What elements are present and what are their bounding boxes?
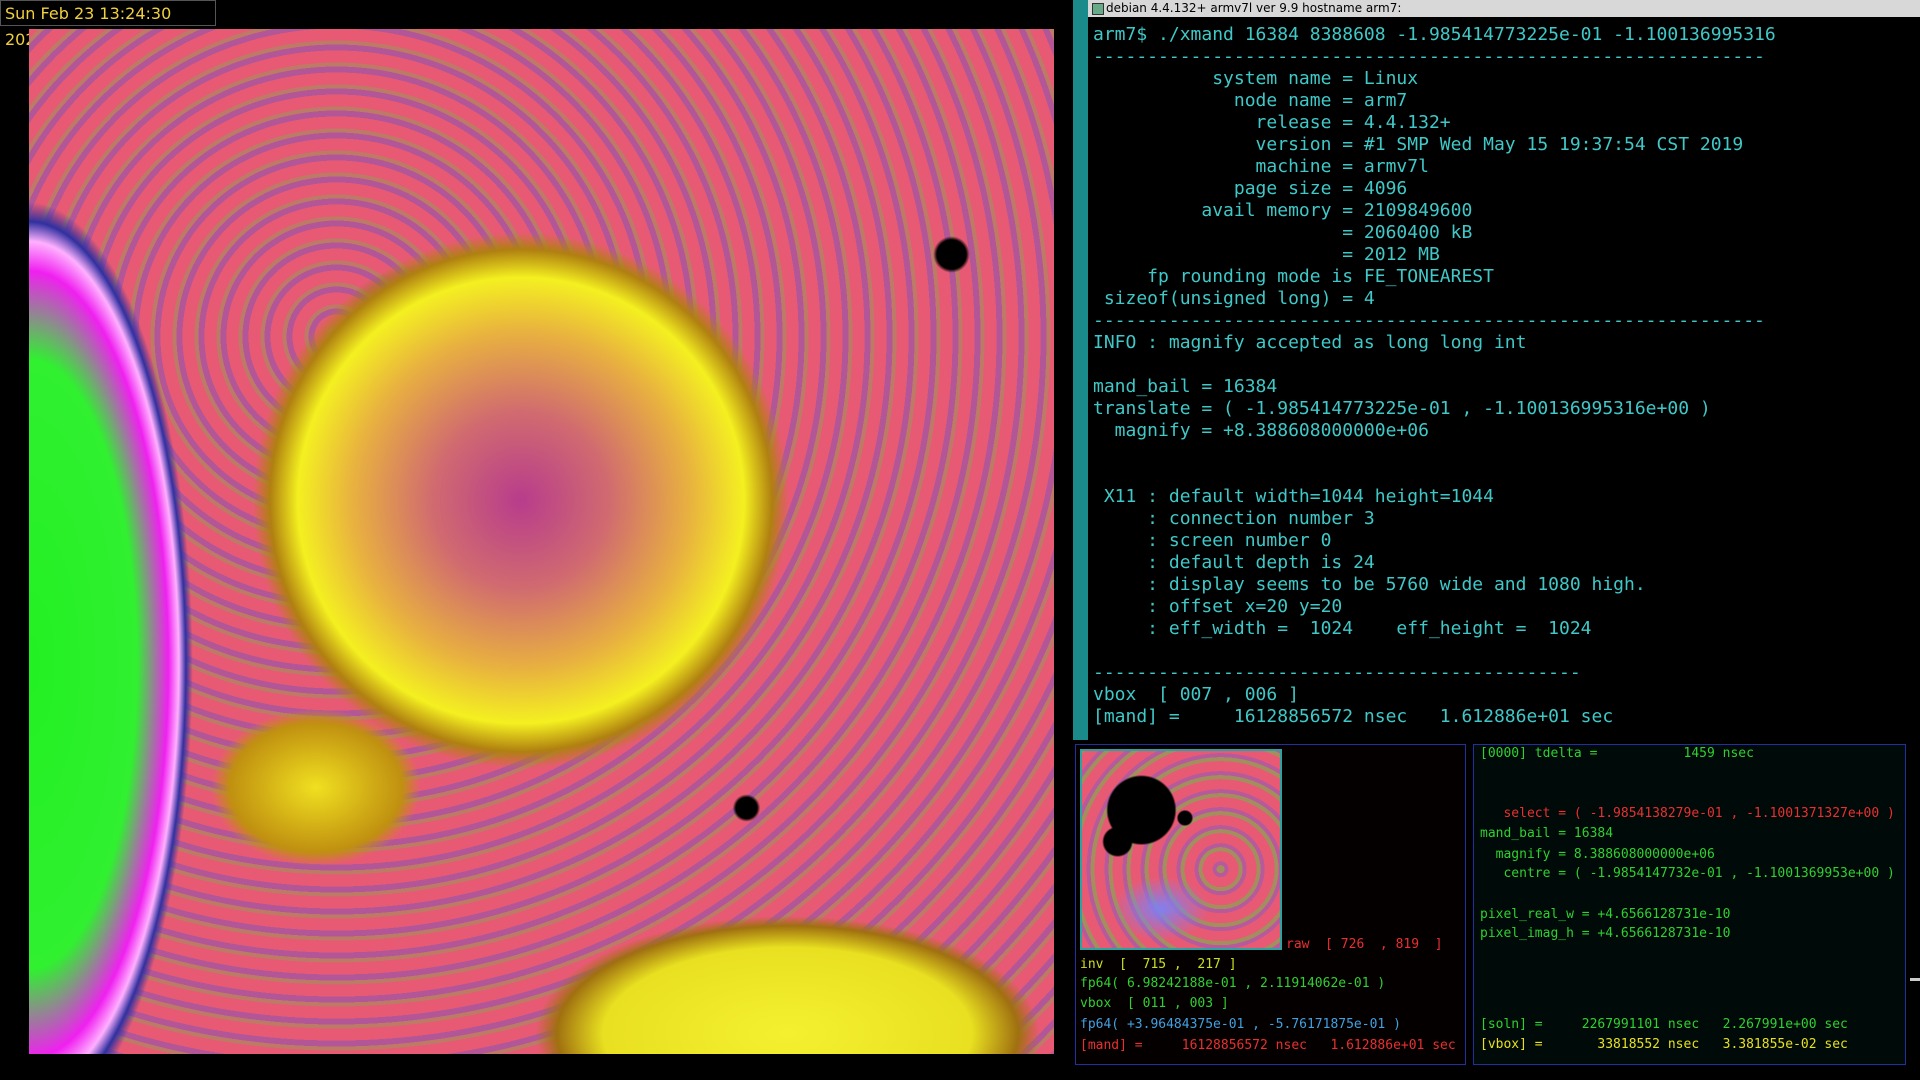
clock: Sun Feb 23 13:24:30 2020 <box>0 0 216 49</box>
terminal-title-bar[interactable]: debian 4.4.132+ armv7l ver 9.9 hostname … <box>1088 0 1920 17</box>
fractal-view <box>29 29 1054 1054</box>
inv-coords: inv [ 715 , 217 ] <box>1080 957 1237 972</box>
terminal-line: : default depth is 24 <box>1093 552 1375 573</box>
pixel-imag-h: pixel_imag_h = +4.6566128731e-10 <box>1480 926 1731 941</box>
select: select = ( -1.9854138279e-01 , -1.100137… <box>1480 806 1895 821</box>
mand-timing: [mand] = 16128856572 nsec 1.612886e+01 s… <box>1080 1038 1456 1053</box>
scroll-marker[interactable] <box>1910 978 1920 981</box>
terminal-line: [mand] = 16128856572 nsec 1.612886e+01 s… <box>1093 706 1614 727</box>
terminal-line: = 2060400 kB <box>1093 222 1473 243</box>
fp64-offset: fp64( +3.96484375e-01 , -5.76171875e-01 … <box>1080 1017 1401 1032</box>
terminal-line: page size = 4096 <box>1093 178 1408 199</box>
mand-bail: mand_bail = 16384 <box>1480 826 1614 841</box>
thumbnail-view <box>1080 749 1282 950</box>
soln-timing: [soln] = 2267991101 nsec 2.267991e+00 se… <box>1480 1017 1848 1032</box>
terminal-line: system name = Linux <box>1093 68 1419 89</box>
terminal-line: node name = arm7 <box>1093 90 1408 111</box>
terminal-line: avail memory = 2109849600 <box>1093 200 1473 221</box>
centre: centre = ( -1.9854147732e-01 , -1.100136… <box>1480 866 1895 881</box>
terminal-line: arm7$ ./xmand 16384 8388608 -1.985414773… <box>1093 24 1776 45</box>
terminal-line: : eff_width = 1024 eff_height = 1024 <box>1093 618 1592 639</box>
raw-coords: raw [ 726 , 819 ] <box>1286 937 1443 952</box>
window-icon[interactable] <box>1092 3 1104 15</box>
terminal-output: arm7$ ./xmand 16384 8388608 -1.985414773… <box>1093 24 1776 728</box>
terminal-line: translate = ( -1.985414773225e-01 , -1.1… <box>1093 398 1711 419</box>
terminal-line: mand_bail = 16384 <box>1093 376 1278 397</box>
magnify: magnify = 8.388608000000e+06 <box>1480 847 1715 862</box>
vbox-timing: [vbox] = 33818552 nsec 3.381855e-02 sec <box>1480 1037 1848 1052</box>
terminal-line: : screen number 0 <box>1093 530 1332 551</box>
terminal-block: arm7$ ./xmand 16384 8388608 -1.985414773… <box>1093 24 1776 354</box>
vbox-coords: vbox [ 011 , 003 ] <box>1080 996 1229 1011</box>
terminal-title: debian 4.4.132+ armv7l ver 9.9 hostname … <box>1106 1 1402 15</box>
terminal-line: ----------------------------------------… <box>1093 46 1765 67</box>
terminal-line: : connection number 3 <box>1093 508 1375 529</box>
terminal-line: magnify = +8.388608000000e+06 <box>1093 420 1429 441</box>
terminal-line: = 2012 MB <box>1093 244 1440 265</box>
tdelta: [0000] tdelta = 1459 nsec <box>1480 746 1754 761</box>
terminal-line: vbox [ 007 , 006 ] <box>1093 684 1299 705</box>
terminal-line: release = 4.4.132+ <box>1093 112 1451 133</box>
pixel-real-w: pixel_real_w = +4.6566128731e-10 <box>1480 907 1731 922</box>
fp64-coords: fp64( 6.98242188e-01 , 2.11914062e-01 ) <box>1080 976 1386 991</box>
terminal-line: sizeof(unsigned long) = 4 <box>1093 288 1375 309</box>
terminal-line: INFO : magnify accepted as long long int <box>1093 332 1527 353</box>
terminal-line: fp rounding mode is FE_TONEAREST <box>1093 266 1494 287</box>
terminal-line: : display seems to be 5760 wide and 1080… <box>1093 574 1646 595</box>
terminal-line: ----------------------------------------… <box>1093 310 1765 331</box>
terminal-line: version = #1 SMP Wed May 15 19:37:54 CST… <box>1093 134 1744 155</box>
stats-panel <box>1473 744 1906 1065</box>
terminal-window: debian 4.4.132+ armv7l ver 9.9 hostname … <box>1073 0 1920 740</box>
terminal-line: machine = armv7l <box>1093 156 1429 177</box>
terminal-block: mand_bail = 16384 translate = ( -1.985414… <box>1093 376 1776 442</box>
terminal-block: X11 : default width=1044 height=1044 : c… <box>1093 486 1776 640</box>
terminal-line: : offset x=20 y=20 <box>1093 596 1343 617</box>
terminal-line: X11 : default width=1044 height=1044 <box>1093 486 1494 507</box>
terminal-block: ----------------------------------------… <box>1093 662 1776 728</box>
terminal-line: ----------------------------------------… <box>1093 662 1581 683</box>
